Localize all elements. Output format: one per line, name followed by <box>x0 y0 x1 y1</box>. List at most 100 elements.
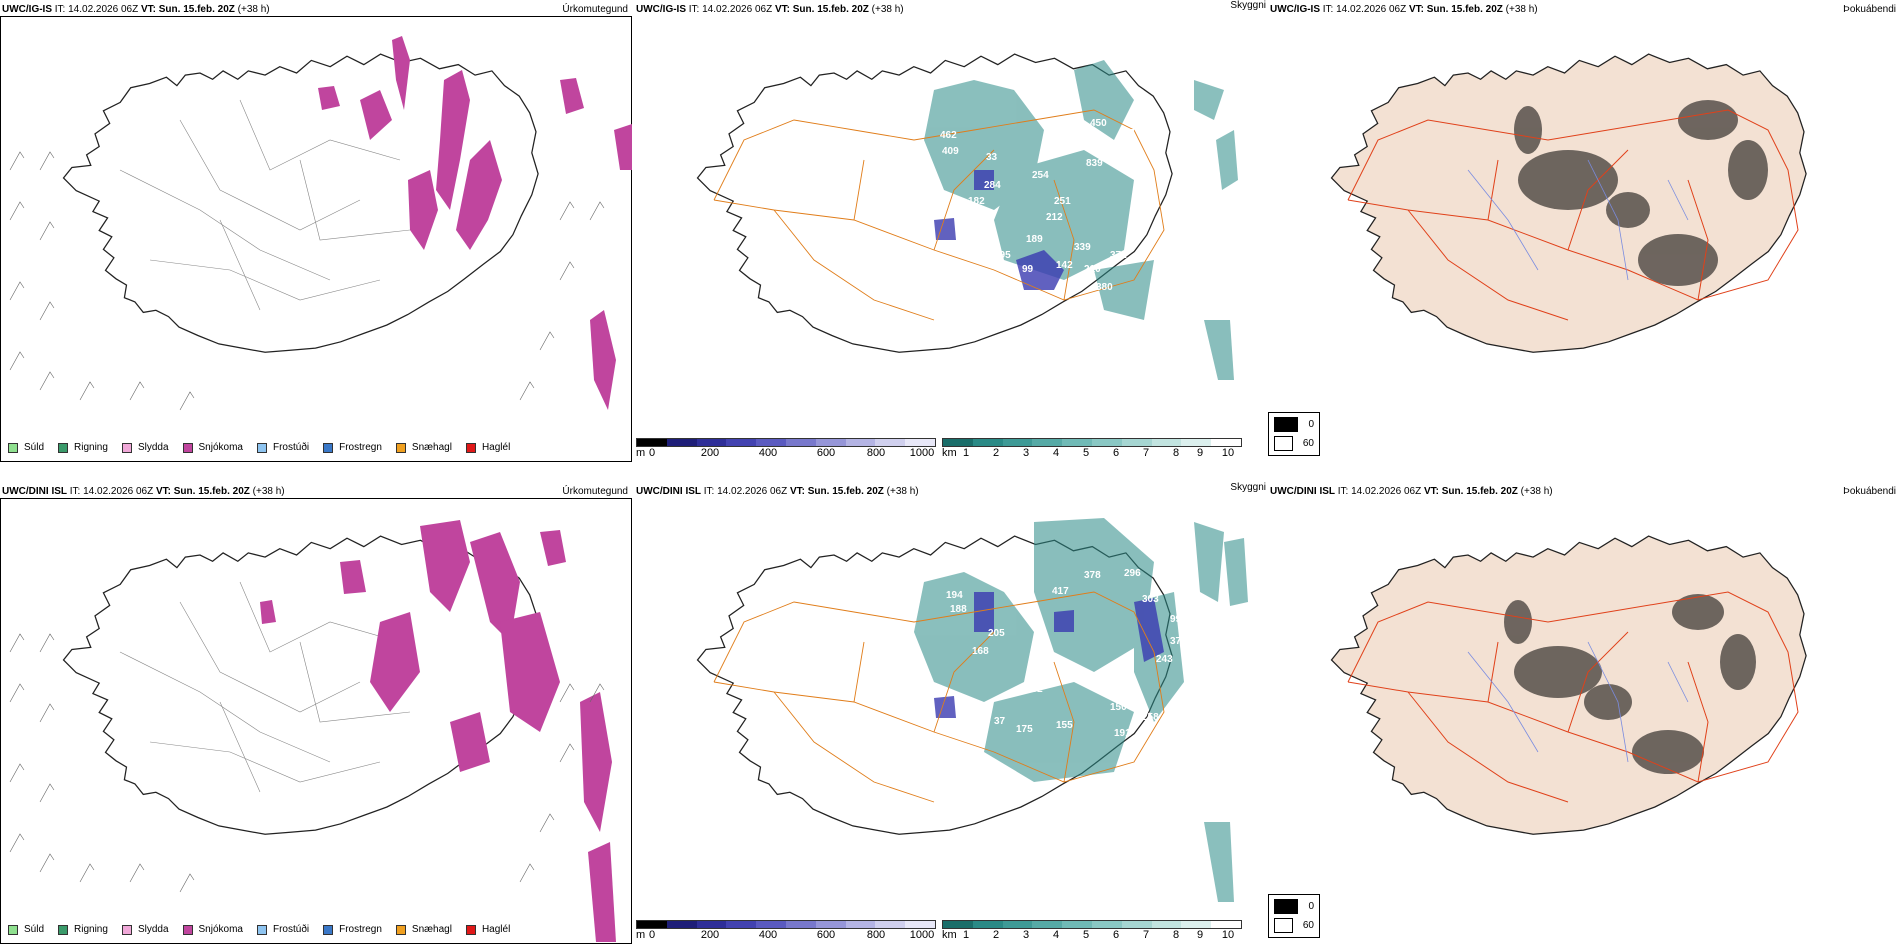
it-label: IT: <box>1337 486 1349 497</box>
height-label: 195 <box>994 250 1011 261</box>
legend-label: Súld <box>24 442 45 453</box>
tick-label: 9 <box>1196 447 1204 459</box>
height-label: 188 <box>950 604 967 615</box>
height-label: 191 <box>1114 728 1131 739</box>
legend-swatch <box>182 442 193 453</box>
height-label: 150 <box>1110 702 1127 713</box>
rivers <box>1467 159 1689 281</box>
it-label: IT: <box>688 4 700 15</box>
tick-label: 6 <box>1112 929 1120 941</box>
height-label: 168 <box>972 646 989 657</box>
legend-label: Rigning <box>74 442 108 453</box>
tick-label: 1000 <box>909 447 935 459</box>
lead-time: (+38 h) <box>1520 486 1553 497</box>
height-label: 162 <box>956 698 973 709</box>
tick-label: 3 <box>1022 447 1030 459</box>
height-label: 839 <box>1086 158 1103 169</box>
cloud-title: Skyggni <box>1230 0 1266 11</box>
legend-swatch <box>323 924 334 935</box>
legend-swatch <box>8 924 18 935</box>
legend-swatch <box>121 442 132 453</box>
height-label: 251 <box>1054 196 1071 207</box>
fog-swatch <box>1274 417 1299 432</box>
legend-item: Rigning <box>58 442 108 453</box>
tick-label: 800 <box>866 929 886 941</box>
panel-header: UWC/DINI ISL IT: 14.02.2026 06Z VT: Sun.… <box>636 486 919 497</box>
legend-item: Snjókoma <box>182 442 243 453</box>
fog-panel-bottom: UWC/DINI ISL IT: 14.02.2026 06Z VT: Sun.… <box>1268 482 1900 948</box>
model-name: UWC/IG-IS <box>1270 4 1320 15</box>
height-label: 205 <box>988 628 1005 639</box>
height-colorbar: m 0 200 400 600 800 1000 <box>636 920 936 941</box>
height-label: 371 <box>1110 250 1127 261</box>
it-label: IT: <box>703 486 715 497</box>
tick-label: 200 <box>700 447 720 459</box>
height-label: 254 <box>1032 170 1049 181</box>
cloud-labels: 723 450 467 907 839 35 462 409 284 254 2… <box>634 20 1268 440</box>
vt-value: Sun. 15.feb. 20Z <box>158 4 235 15</box>
visibility-ticks: km 1 2 3 4 5 6 7 8 9 10 <box>942 447 1242 459</box>
tick-label: 9 <box>1196 929 1204 941</box>
low-visibility-areas <box>924 60 1238 380</box>
tick-label: 8 <box>1172 929 1180 941</box>
legend-swatch <box>121 924 132 935</box>
height-label: 303 <box>1142 594 1159 605</box>
unit-label: km <box>942 929 957 941</box>
fog-legend-label: 0 <box>1308 901 1314 912</box>
precip-legend: Súld Rigning Slydda Snjókoma Frostúði Fr… <box>8 442 524 453</box>
precip-legend: Súld Rigning Slydda Snjókoma Frostúði Fr… <box>8 924 524 935</box>
wind-barbs <box>9 151 605 411</box>
legend-item: Snjókoma <box>182 924 243 935</box>
fog-title: Þokuábendi <box>1843 486 1896 497</box>
fog-map <box>1330 535 1807 835</box>
legend-item: Frostregn <box>323 924 382 935</box>
legend-item: Slydda <box>121 924 169 935</box>
height-label: 99 <box>1022 264 1034 275</box>
tick-label: 8 <box>1172 447 1180 459</box>
height-label: 378 <box>1084 570 1101 581</box>
height-label: 417 <box>1052 586 1069 597</box>
height-label: 296 <box>1124 568 1141 579</box>
visibility-colorbar: km 1 2 3 4 5 6 7 8 9 10 <box>942 920 1242 941</box>
tick-label: 600 <box>816 447 836 459</box>
unit-label: m <box>636 447 646 459</box>
unit-label: km <box>942 447 957 459</box>
legend-label: Frostúði <box>272 924 310 935</box>
snow-areas <box>318 36 632 410</box>
map-frame <box>0 16 632 462</box>
fog-roads <box>1347 109 1799 321</box>
height-label: 52 <box>956 234 968 245</box>
legend-swatch <box>182 924 193 935</box>
height-label: 33 <box>986 152 998 163</box>
tick-label: 10 <box>1221 929 1235 941</box>
height-label: 189 <box>1026 234 1043 245</box>
model-name: UWC/DINI ISL <box>636 486 701 497</box>
legend-swatch <box>395 924 406 935</box>
height-label: 339 <box>1074 242 1091 253</box>
precip-title: Úrkomutegund <box>562 4 628 15</box>
road-network <box>713 109 1165 321</box>
cloud-base-areas <box>934 592 1164 718</box>
it-value: 14.02.2026 06Z <box>68 4 139 15</box>
fog-areas <box>1514 100 1768 286</box>
tick-label: 7 <box>1142 447 1150 459</box>
legend-swatch <box>465 442 476 453</box>
fog-roads <box>1347 591 1799 803</box>
map-frame <box>0 498 632 944</box>
height-label: 99 <box>1170 614 1182 625</box>
cloud-map <box>696 53 1238 380</box>
vt-value: Sun. 15.feb. 20Z <box>173 486 250 497</box>
vt-label: VT: <box>1423 486 1439 497</box>
height-label: 182 <box>968 196 985 207</box>
vt-label: VT: <box>1408 4 1424 15</box>
legend-item: Súld <box>8 442 44 453</box>
fog-legend-label: 60 <box>1302 920 1314 931</box>
height-label: 467 <box>1118 128 1135 139</box>
lead-time: (+38 h) <box>886 486 919 497</box>
vt-value: Sun. 15.feb. 20Z <box>1441 486 1518 497</box>
tick-label: 5 <box>1082 447 1090 459</box>
height-label: 258 <box>1142 712 1159 723</box>
legend-swatch <box>465 924 476 935</box>
height-label: 380 <box>1096 282 1113 293</box>
tick-label: 800 <box>866 447 886 459</box>
